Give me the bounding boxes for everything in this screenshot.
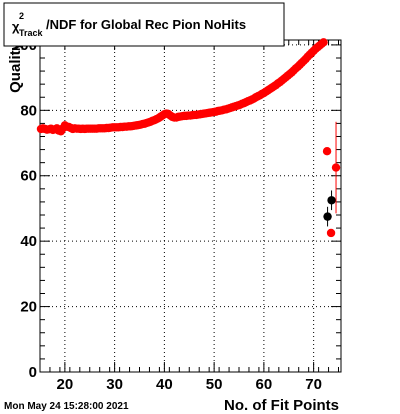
data-points: [36, 38, 341, 238]
y-tick-label: 0: [29, 364, 37, 381]
y-tick-label: 60: [20, 168, 37, 185]
title-superscript: 2: [19, 11, 24, 21]
x-tick-label: 60: [256, 376, 273, 393]
x-axis-title: No. of Fit Points: [224, 397, 339, 414]
title-symbol: χ: [12, 19, 20, 34]
data-point: [327, 196, 336, 205]
title-box-frame: [3, 2, 285, 47]
title-box: χ 2 Track /NDF for Global Rec Pion NoHit…: [3, 2, 285, 47]
y-tick-label: 40: [20, 233, 37, 250]
chart-title: /NDF for Global Rec Pion NoHits: [46, 17, 246, 32]
x-tick-label: 20: [57, 376, 74, 393]
plot-frame: [39, 39, 342, 373]
y-tick-label: 20: [20, 299, 37, 316]
title-subscript: Track: [19, 28, 44, 38]
x-tick-label: 70: [305, 376, 322, 393]
timestamp: Mon May 24 15:28:00 2021: [4, 401, 129, 412]
x-tick-label: 40: [156, 376, 173, 393]
data-point: [323, 212, 332, 221]
y-axis-title: Quality: [7, 41, 24, 93]
grid: [40, 40, 341, 372]
tick-labels: 203040506070020406080100: [12, 37, 322, 393]
data-point: [322, 147, 332, 156]
x-tick-label: 30: [106, 376, 123, 393]
data-point: [331, 163, 341, 172]
x-tick-label: 50: [206, 376, 223, 393]
data-point: [319, 38, 328, 47]
y-tick-label: 80: [20, 102, 37, 119]
data-point: [326, 228, 336, 238]
